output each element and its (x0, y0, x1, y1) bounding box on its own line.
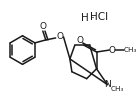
Text: O: O (76, 36, 83, 45)
Text: CH₃: CH₃ (123, 47, 137, 53)
Text: CH₃: CH₃ (111, 85, 124, 92)
Text: H: H (81, 13, 89, 23)
Text: ·: · (91, 12, 95, 25)
Text: N: N (104, 80, 111, 89)
Text: O: O (39, 22, 46, 31)
Text: O: O (56, 32, 63, 42)
Text: O: O (109, 46, 116, 55)
Text: HCl: HCl (90, 13, 109, 22)
